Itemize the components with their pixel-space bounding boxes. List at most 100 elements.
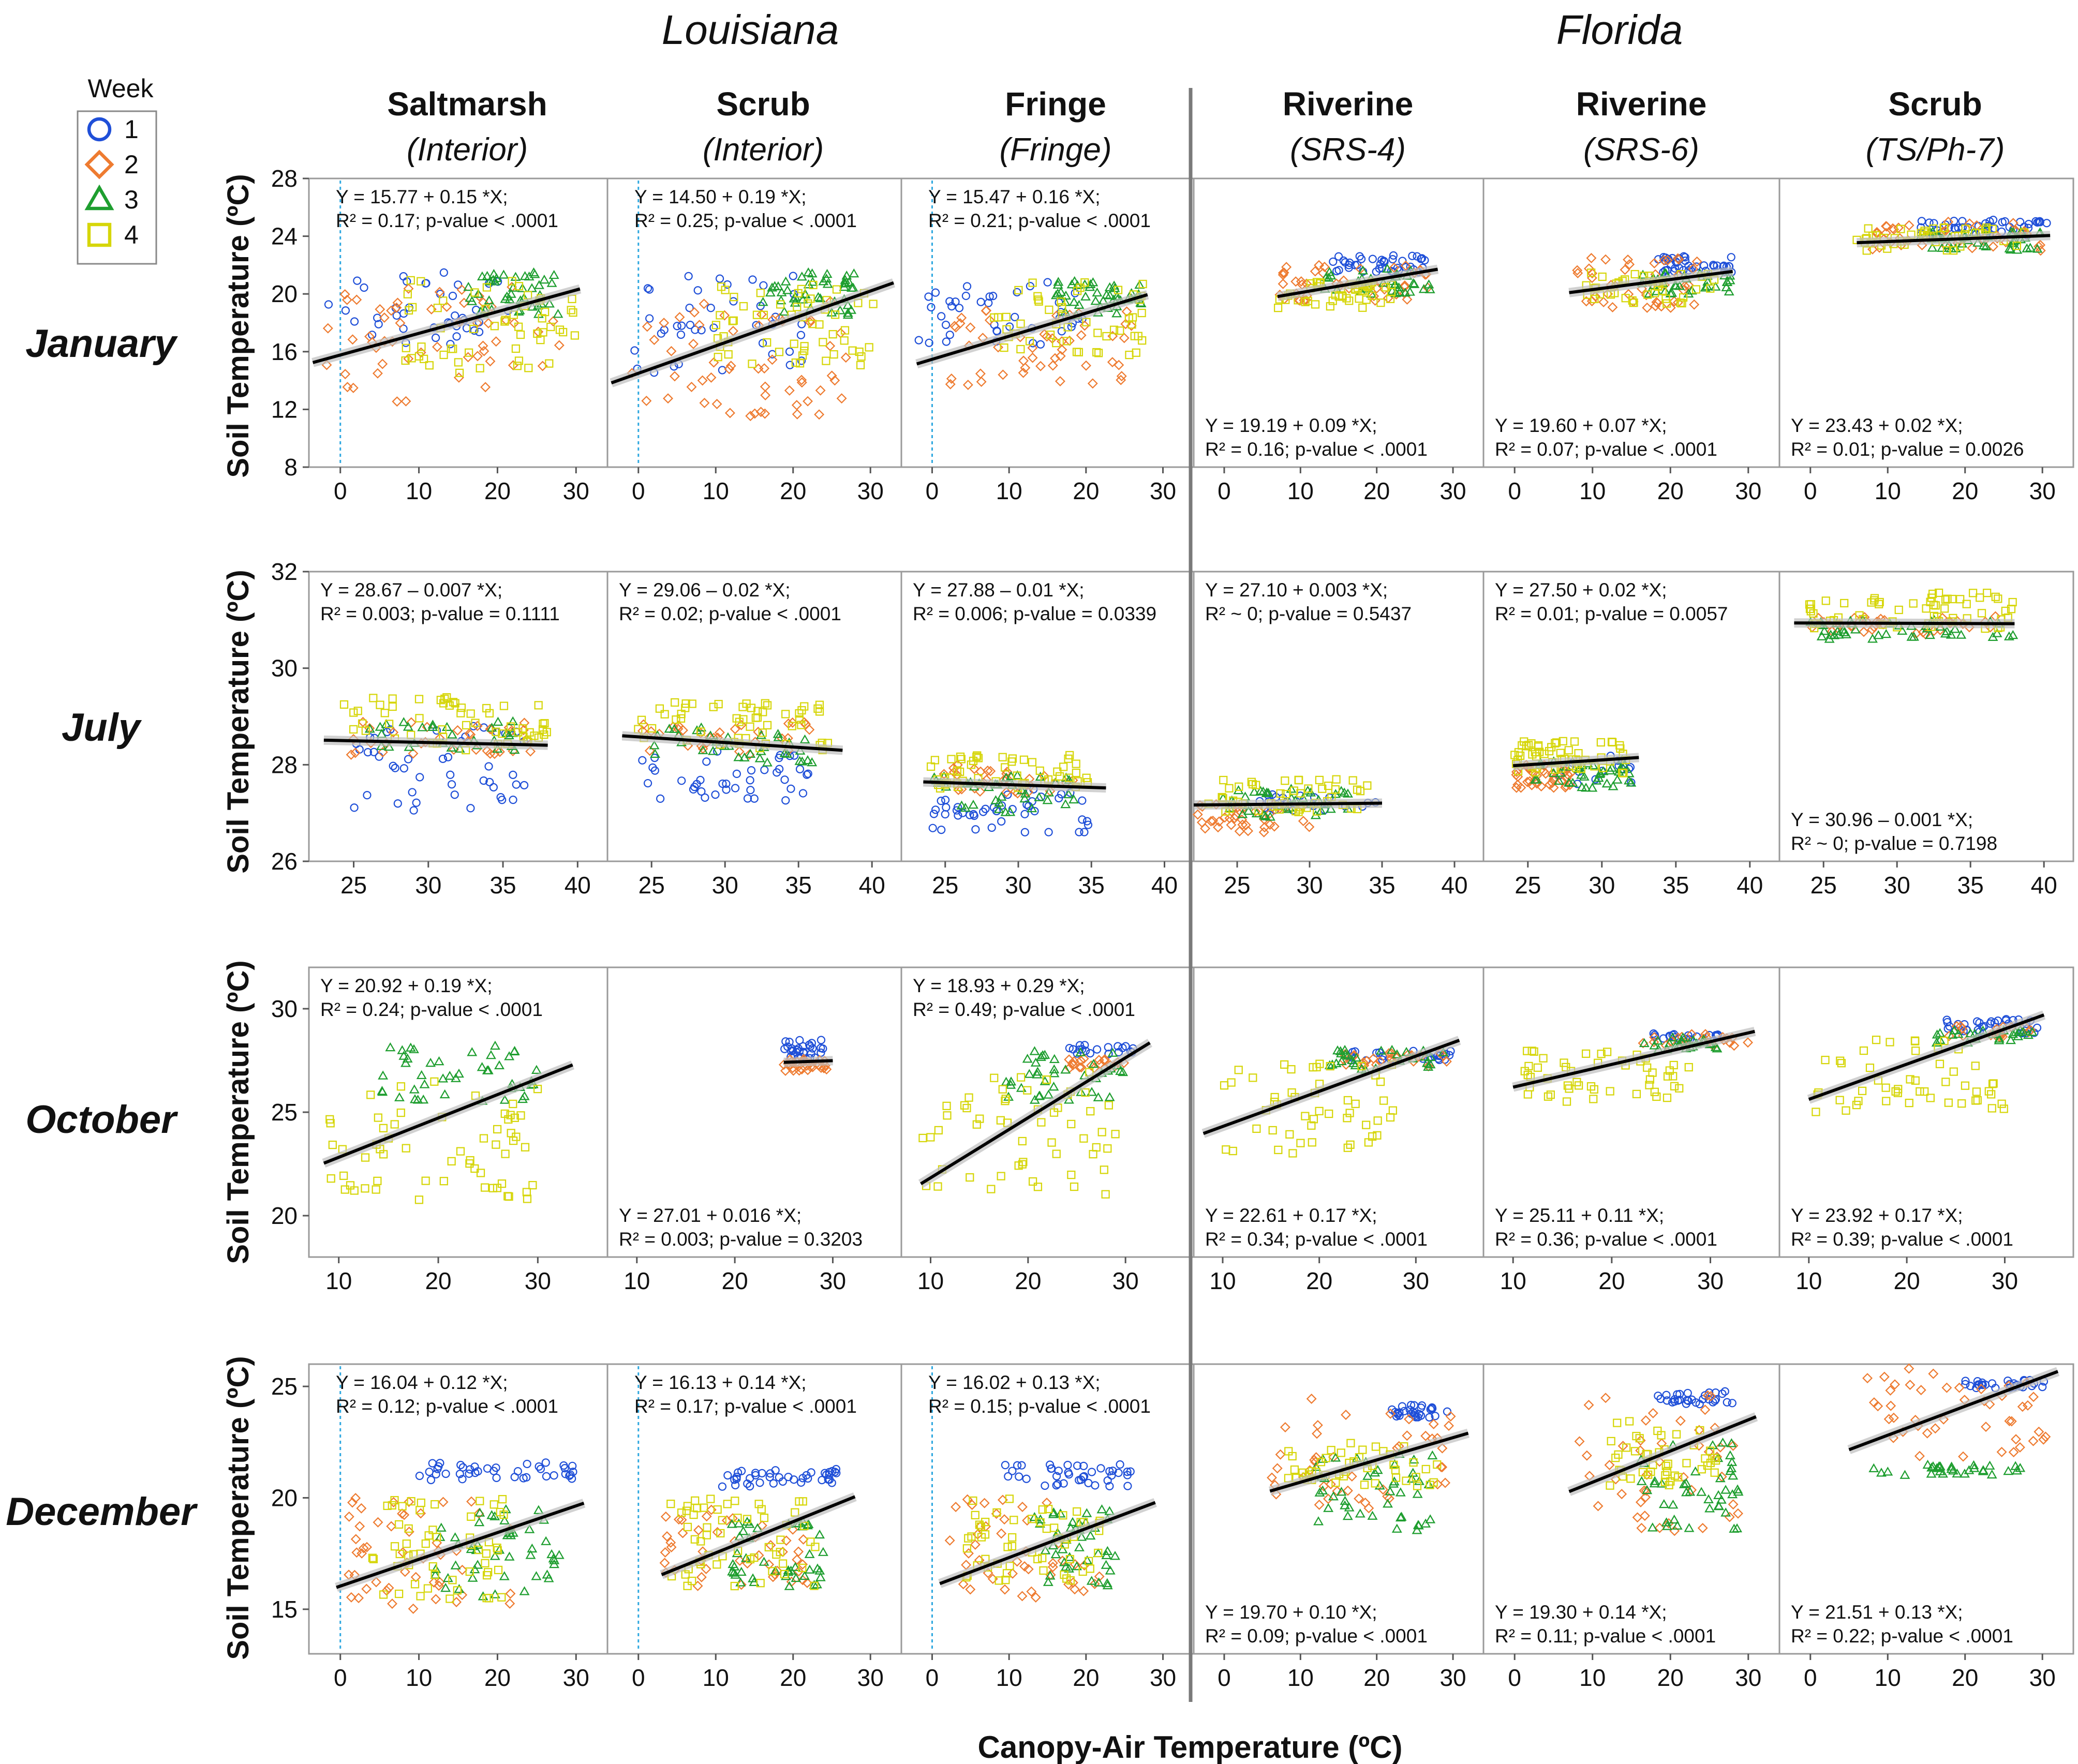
legend-marker-week-4 bbox=[87, 222, 112, 247]
data-point-week-1 bbox=[771, 1466, 780, 1475]
panel-2-2: 25 30 35 40Y = 29.06 – 0.02 *X;R² = 0.02; p… bbox=[606, 571, 902, 899]
data-point-week-4 bbox=[1821, 596, 1830, 605]
data-point-week-1 bbox=[676, 330, 686, 339]
data-point-week-4 bbox=[1987, 1090, 1996, 1099]
data-point-week-1 bbox=[536, 1464, 545, 1473]
panel-frame bbox=[1193, 177, 1485, 468]
data-point-week-2 bbox=[836, 393, 847, 404]
data-point-week-2 bbox=[666, 1542, 677, 1552]
data-point-week-1 bbox=[997, 817, 1006, 826]
data-point-week-2 bbox=[1697, 1522, 1708, 1533]
data-point-week-2 bbox=[1640, 1415, 1651, 1426]
data-point-week-3 bbox=[1340, 1500, 1350, 1509]
data-point-week-3 bbox=[524, 1524, 535, 1533]
panel-frame bbox=[1482, 1363, 1780, 1655]
column-title-2: Scrub bbox=[716, 85, 810, 123]
data-point-week-3 bbox=[2004, 243, 2015, 252]
data-point-week-4 bbox=[671, 698, 679, 707]
data-point-week-1 bbox=[657, 329, 665, 338]
data-point-week-4 bbox=[666, 1500, 675, 1508]
data-point-week-4 bbox=[388, 1501, 396, 1510]
data-point-week-4 bbox=[1028, 1177, 1037, 1186]
data-point-week-2 bbox=[1089, 1578, 1100, 1589]
data-point-week-2 bbox=[665, 1537, 676, 1548]
data-point-week-2 bbox=[1385, 1408, 1396, 1419]
data-point-week-4 bbox=[1111, 1130, 1120, 1139]
data-point-week-4 bbox=[1701, 1454, 1710, 1463]
data-point-week-1 bbox=[1022, 1474, 1031, 1483]
data-point-week-3 bbox=[1935, 1035, 1946, 1044]
data-point-week-1 bbox=[425, 1468, 434, 1476]
data-point-week-1 bbox=[797, 1478, 806, 1487]
y-tick-label: 32 bbox=[271, 558, 298, 585]
data-point-week-4 bbox=[856, 361, 865, 369]
data-point-week-3 bbox=[482, 271, 493, 280]
data-point-week-2 bbox=[1070, 1584, 1080, 1595]
data-point-week-1 bbox=[952, 806, 961, 815]
y-tick-label: 20 bbox=[271, 1202, 298, 1229]
data-point-week-1 bbox=[1975, 1381, 1984, 1389]
data-point-week-4 bbox=[1363, 781, 1372, 790]
data-point-week-2 bbox=[797, 1559, 808, 1570]
data-point-week-2 bbox=[1086, 1060, 1096, 1071]
regression-equation: Y = 29.06 – 0.02 *X; bbox=[619, 579, 791, 601]
data-point-week-1 bbox=[718, 1482, 727, 1491]
regression-stats: R² = 0.02; p-value < .0001 bbox=[619, 603, 841, 624]
data-point-week-2 bbox=[1649, 1037, 1659, 1048]
data-point-week-4 bbox=[975, 1520, 984, 1529]
data-point-week-3 bbox=[1598, 766, 1609, 775]
data-point-week-1 bbox=[438, 754, 448, 764]
data-point-week-3 bbox=[1317, 1485, 1328, 1494]
panel-frame bbox=[606, 1363, 902, 1655]
data-point-week-1 bbox=[1718, 1389, 1727, 1398]
data-point-week-3 bbox=[504, 1051, 515, 1060]
row-label-3: October bbox=[25, 1098, 179, 1142]
data-point-week-4 bbox=[470, 288, 479, 297]
data-point-week-3 bbox=[520, 271, 530, 280]
data-point-week-3 bbox=[1667, 288, 1678, 297]
data-point-week-4 bbox=[1940, 1037, 1949, 1045]
data-point-week-1 bbox=[1045, 1460, 1055, 1469]
data-point-week-4 bbox=[699, 1503, 708, 1512]
data-point-week-1 bbox=[458, 1475, 467, 1484]
data-point-week-2 bbox=[1888, 223, 1898, 234]
data-point-week-4 bbox=[1842, 1106, 1850, 1115]
data-point-week-4 bbox=[456, 709, 465, 717]
data-point-week-2 bbox=[383, 1582, 394, 1593]
data-point-week-3 bbox=[1110, 1550, 1120, 1560]
data-point-week-4 bbox=[1534, 742, 1542, 751]
data-point-week-2 bbox=[826, 370, 837, 381]
data-point-week-4 bbox=[498, 729, 507, 738]
data-point-week-3 bbox=[494, 1060, 504, 1070]
column-subtitle-3: (Fringe) bbox=[999, 132, 1111, 168]
data-point-week-4 bbox=[1018, 1137, 1027, 1146]
data-point-week-4 bbox=[1961, 1081, 1970, 1090]
data-point-week-1 bbox=[2038, 1382, 2047, 1392]
data-point-week-2 bbox=[347, 334, 358, 345]
x-tick-label: 20 bbox=[1363, 1664, 1390, 1691]
data-point-week-1 bbox=[1368, 255, 1377, 263]
data-point-week-4 bbox=[1025, 337, 1034, 346]
data-point-week-4 bbox=[759, 708, 767, 716]
data-point-week-2 bbox=[2028, 1392, 2039, 1402]
data-point-week-2 bbox=[805, 315, 816, 326]
data-point-week-4 bbox=[1082, 318, 1091, 326]
x-tick-label: 0 bbox=[334, 1664, 347, 1691]
data-point-week-4 bbox=[1821, 1055, 1830, 1065]
panel-3-5: 10 20 30Y = 25.11 + 0.11 *X;R² = 0.36; p-v… bbox=[1482, 966, 1780, 1294]
data-point-week-1 bbox=[778, 1477, 787, 1486]
data-point-week-4 bbox=[1658, 287, 1667, 295]
data-point-week-4 bbox=[415, 714, 424, 723]
data-point-week-4 bbox=[1010, 1516, 1018, 1524]
data-point-week-3 bbox=[697, 745, 708, 754]
data-point-week-2 bbox=[415, 347, 426, 358]
data-point-week-2 bbox=[1691, 256, 1702, 267]
data-point-week-4 bbox=[1346, 1439, 1355, 1447]
x-tick-label: 10 bbox=[1209, 1267, 1236, 1294]
data-point-week-4 bbox=[1916, 1087, 1924, 1096]
data-point-week-4 bbox=[467, 1512, 476, 1521]
data-point-week-1 bbox=[1087, 1468, 1096, 1476]
regression-stats: R² = 0.17; p-value < .0001 bbox=[634, 1396, 857, 1417]
data-point-week-3 bbox=[527, 1543, 538, 1553]
data-point-week-3 bbox=[474, 1517, 485, 1527]
